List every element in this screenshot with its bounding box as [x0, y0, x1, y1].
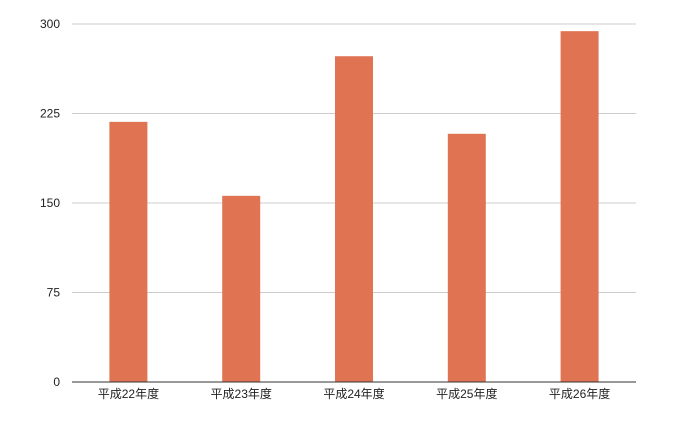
y-tick-label: 0 [53, 375, 60, 389]
bar [447, 133, 486, 382]
bars [109, 31, 599, 382]
x-tick-label: 平成23年度 [211, 386, 272, 401]
y-tick-label: 150 [40, 196, 60, 210]
bar [109, 121, 148, 382]
bar [222, 195, 261, 382]
bar [335, 56, 373, 382]
y-tick-label: 300 [40, 17, 60, 31]
x-tick-label: 平成22年度 [98, 386, 159, 401]
x-tick-label: 平成24年度 [323, 386, 384, 401]
tick-labels: 0 75 150 225 300 平成22年度 平成23年度 平成24年度 平成25年度 平成26… [40, 17, 610, 401]
x-tick-label: 平成26年度 [549, 386, 610, 401]
y-tick-label: 225 [40, 107, 60, 121]
bar [560, 31, 599, 382]
x-tick-label: 平成25年度 [436, 386, 497, 401]
y-tick-label: 75 [47, 286, 61, 300]
